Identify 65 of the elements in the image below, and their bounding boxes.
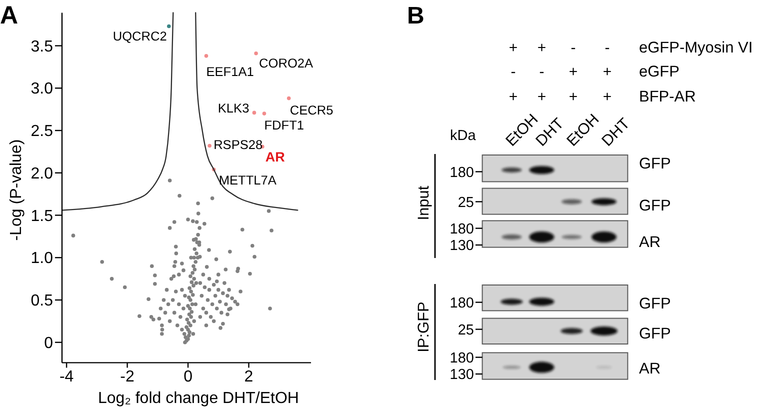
text: IP:GFP [415,302,432,352]
text: + [537,40,546,57]
text: AR [639,360,661,378]
text: 130 [450,238,474,254]
text: 180 [450,221,474,238]
y-axis-title: -Log (P-value) [8,139,25,241]
x-tick-label: 0 [184,368,193,386]
point [204,54,208,58]
x-tick-label: 2 [244,368,254,386]
text: 180 [450,164,474,181]
y-tick-label: 3.0 [30,80,54,98]
point [254,51,258,56]
chart-title: A [0,2,18,30]
point [208,144,212,148]
text: - [570,40,576,57]
y-tick-label: 3.5 [30,38,54,56]
text: + [508,88,518,106]
text: - [510,63,516,80]
point [252,110,256,115]
annotation: AR [265,150,286,165]
y-tick-label: 0 [44,334,54,352]
text: + [602,63,612,80]
text: 25 [458,194,474,211]
text: 130 [450,367,474,384]
text: + [508,40,518,57]
annotation: CORO2A [259,55,314,70]
y-tick-label: 0.5 [30,292,54,310]
text: eGFP [639,63,680,80]
text: B [407,2,424,30]
point [166,24,171,28]
annotation: RSPS28 [214,136,263,152]
annotation: EEF1A1 [206,64,254,79]
annotation: CECR5 [290,102,334,118]
text: 25 [458,322,474,338]
annotation: UQCRC2 [112,28,167,44]
x-axis-title: Log₂ fold change DHT/EtOH [98,390,299,407]
text: GFP [639,155,671,172]
text: GFP [639,197,671,214]
point [286,96,291,100]
annotation: KLK3 [218,100,250,116]
text: - [604,40,610,57]
text: GFP [639,326,671,343]
text: - [539,63,544,80]
text: kDa [450,128,477,144]
text: + [568,88,578,106]
y-tick-label: 1.5 [30,208,54,225]
annotation: METTL7A [218,172,277,188]
text: 180 [450,295,474,312]
text: GFP [639,296,671,313]
line-series [62,12,174,211]
text: + [602,88,612,106]
text: AR [639,234,661,252]
text: eGFP-Myosin VI [639,40,753,57]
annotation: FDFT1 [264,118,304,133]
text: Input [415,185,432,220]
text: + [568,63,578,80]
y-tick-label: 2.5 [30,123,54,140]
x-tick-label: -4 [59,368,74,386]
text: BFP-AR [639,88,696,106]
y-tick-label: 2.0 [30,165,54,182]
y-tick-label: 1.0 [30,250,54,268]
x-tick-label: -2 [120,368,134,386]
text: + [537,88,546,106]
text: 180 [450,350,474,366]
point [262,112,266,116]
